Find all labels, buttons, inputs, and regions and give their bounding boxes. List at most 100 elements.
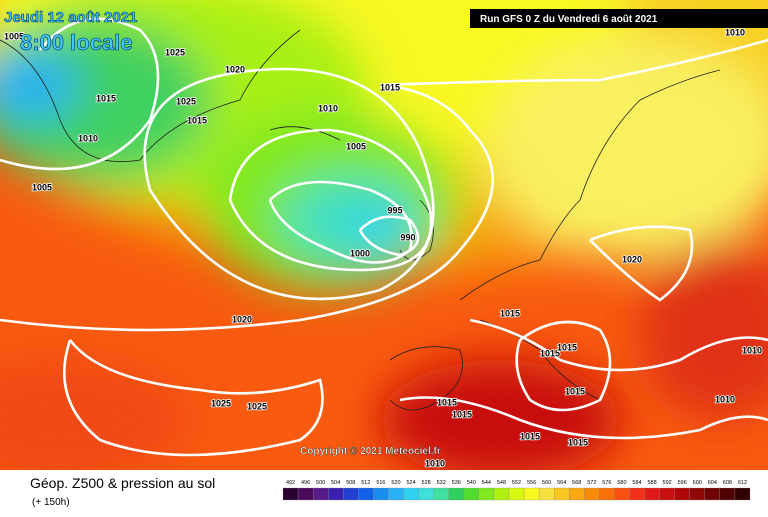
isobar-label: 1020	[225, 64, 245, 74]
scale-label: 592	[663, 480, 672, 486]
scale-swatch	[569, 487, 585, 501]
isobar-label: 1010	[425, 458, 445, 468]
isobar-label: 1010	[725, 27, 745, 37]
footer-title: Géop. Z500 & pression au sol	[30, 475, 215, 491]
isobar-label: 1015	[557, 342, 577, 352]
scale-swatch	[343, 487, 359, 501]
scale-label: 580	[617, 480, 626, 486]
isobar-label: 1005	[4, 31, 24, 41]
isobar-label: 1015	[520, 431, 540, 441]
scale-swatch	[689, 487, 705, 501]
geopotential-field: 1005 1025 1020 1015 1025 1015 1010 1005 1010 1015…	[0, 0, 768, 470]
scale-label: 500	[316, 480, 325, 486]
scale-label: 544	[482, 480, 491, 486]
copyright: Copyright © 2021 Meteociel.fr	[300, 446, 441, 457]
isobar-label: 1010	[318, 103, 338, 113]
scale-label: 524	[406, 480, 415, 486]
isobar-label: 1000	[350, 248, 370, 258]
isobar-label: 1015	[437, 397, 457, 407]
scale-swatch	[388, 487, 404, 501]
scale-label: 572	[587, 480, 596, 486]
scale-swatch	[493, 487, 510, 501]
scale-swatch	[448, 487, 464, 501]
isobar-label: 1020	[232, 314, 252, 324]
scale-label: 512	[361, 480, 370, 486]
isobar-label: 1025	[211, 398, 231, 408]
scale-swatch	[297, 487, 314, 501]
isobar-label: 995	[387, 205, 402, 215]
scale-swatch	[433, 487, 449, 501]
scale-swatch	[358, 487, 374, 501]
scale-swatch	[418, 487, 434, 501]
scale-label: 508	[346, 480, 355, 486]
scale-label: 612	[738, 480, 747, 486]
isobar-label: 1005	[32, 182, 52, 192]
scale-label: 552	[512, 480, 521, 486]
isobar-label: 1015	[452, 409, 472, 419]
scale-swatch	[508, 487, 525, 501]
scale-label: 600	[693, 480, 702, 486]
scale-swatch	[719, 487, 736, 501]
scale-swatch	[659, 487, 675, 501]
scale-label: 516	[376, 480, 385, 486]
scale-label: 604	[708, 480, 717, 486]
scale-swatch	[523, 487, 540, 501]
scale-label: 528	[422, 480, 431, 486]
scale-swatch	[403, 487, 419, 501]
scale-label: 568	[572, 480, 581, 486]
forecast-date: Jeudi 12 août 2021	[4, 9, 137, 26]
isobar-label: 1015	[96, 93, 116, 103]
scale-label: 596	[678, 480, 687, 486]
scale-swatch	[704, 487, 721, 501]
scale-label: 496	[301, 480, 310, 486]
scale-label: 492	[286, 480, 295, 486]
scale-swatch	[478, 487, 495, 501]
isobar-label: 1015	[568, 437, 588, 447]
isobar-labels: 1005 1025 1020 1015 1025 1015 1010 1005 1010 1015…	[3, 27, 763, 470]
isobar-label: 1015	[500, 308, 520, 318]
scale-label: 564	[557, 480, 566, 486]
scale-swatch	[282, 487, 299, 501]
scale-swatch	[538, 487, 555, 501]
scale-label: 520	[391, 480, 400, 486]
scale-label: 548	[497, 480, 506, 486]
scale-swatch	[674, 487, 690, 501]
isobar-label: 1015	[540, 348, 560, 358]
scale-swatch	[463, 487, 479, 501]
footer-lead: (+ 150h)	[32, 497, 70, 508]
isobar-label: 1010	[78, 133, 98, 143]
scale-label: 560	[542, 480, 551, 486]
scale-swatch	[644, 487, 660, 501]
isobar-label: 1010	[742, 345, 762, 355]
scale-swatch	[734, 487, 751, 501]
scale-swatch	[584, 487, 600, 501]
isobar-label: 1025	[247, 401, 267, 411]
scale-swatch	[312, 487, 329, 501]
color-scale: 492 496 500 504 508 512 516 520 524 528 532 536 540 5…	[282, 480, 751, 501]
isobar-label: 1025	[165, 47, 185, 57]
isobar-label: 990	[400, 232, 415, 242]
run-box	[470, 9, 768, 28]
isobar-label: 1025	[176, 96, 196, 106]
isobar-label: 1015	[565, 386, 585, 396]
scale-label: 584	[632, 480, 641, 486]
scale-swatch	[629, 487, 645, 501]
scale-label: 588	[647, 480, 656, 486]
scale-swatch	[599, 487, 615, 501]
isobar-label: 1015	[380, 82, 400, 92]
scale-label: 608	[723, 480, 732, 486]
isobar-label: 1005	[346, 141, 366, 151]
scale-label: 576	[602, 480, 611, 486]
scale-label: 556	[527, 480, 536, 486]
scale-label: 504	[331, 480, 340, 486]
isobar-label: 1020	[622, 254, 642, 264]
forecast-time: 8:00 locale	[20, 30, 133, 55]
scale-swatch	[373, 487, 389, 501]
isobar-label: 1010	[715, 394, 735, 404]
run-info: Run GFS 0 Z du Vendredi 6 août 2021	[480, 14, 658, 25]
scale-swatch	[554, 487, 570, 501]
scale-swatch	[614, 487, 630, 501]
scale-label: 532	[437, 480, 446, 486]
scale-swatch	[328, 487, 344, 501]
